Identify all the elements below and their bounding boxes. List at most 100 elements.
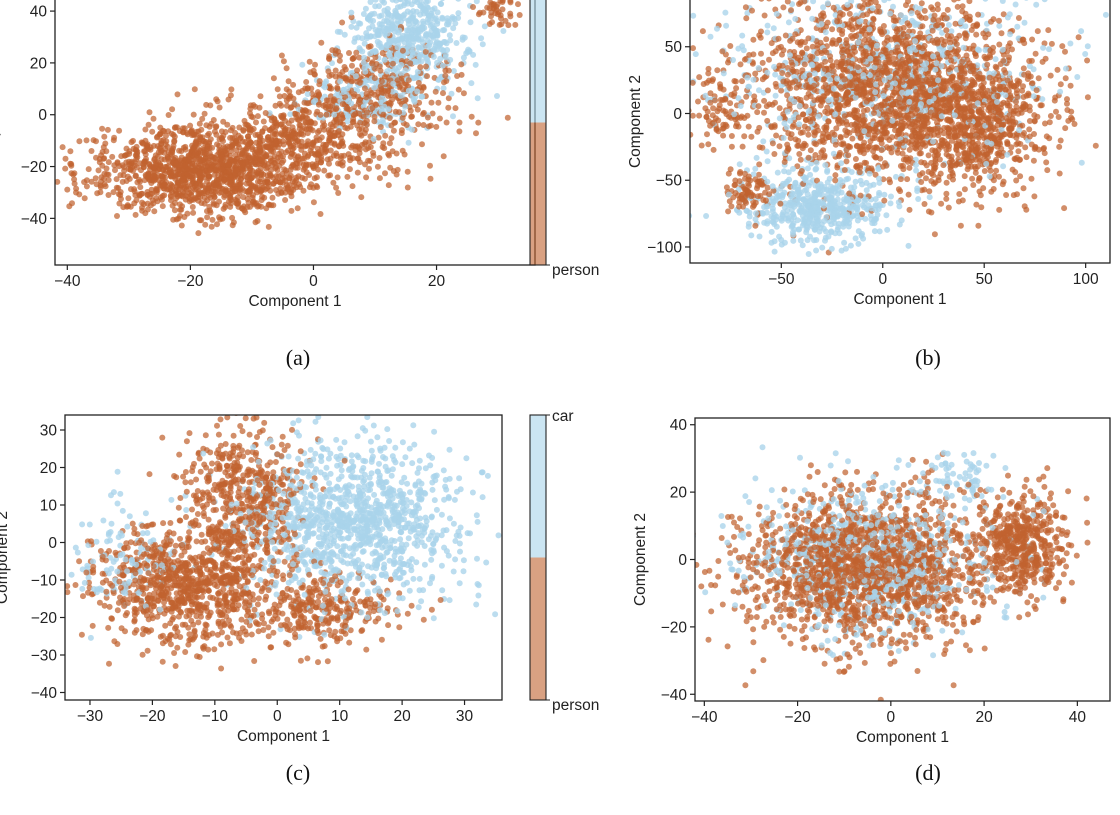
data-point-car xyxy=(434,18,441,25)
data-point-car xyxy=(411,75,418,82)
data-point-person xyxy=(372,65,378,72)
data-point-person xyxy=(283,170,290,177)
data-point-person xyxy=(154,133,161,140)
data-point-person xyxy=(836,26,843,33)
data-point-car xyxy=(945,22,952,28)
data-point-person xyxy=(921,201,928,207)
data-point-person xyxy=(690,107,692,114)
data-point-person xyxy=(773,132,780,139)
data-point-person xyxy=(244,133,251,140)
data-point-person xyxy=(498,21,505,28)
data-point-person xyxy=(755,171,762,178)
data-point-person xyxy=(1062,75,1069,82)
data-point-person xyxy=(101,133,108,140)
data-point-person xyxy=(690,131,694,138)
data-point-person xyxy=(442,72,449,79)
data-point-person xyxy=(934,6,941,13)
data-point-person xyxy=(445,104,452,111)
data-point-person xyxy=(1071,121,1078,127)
data-point-person xyxy=(1064,96,1070,103)
data-point-car xyxy=(409,126,415,133)
data-point-person xyxy=(695,98,701,105)
data-point-car xyxy=(337,78,344,85)
data-point-person xyxy=(83,177,90,184)
data-point-person xyxy=(132,192,139,199)
data-point-car xyxy=(841,239,848,246)
data-point-person xyxy=(399,114,406,121)
data-point-car xyxy=(370,17,377,24)
data-point-person xyxy=(390,60,396,67)
data-point-person xyxy=(973,31,980,38)
data-point-person xyxy=(743,93,750,100)
data-point-person xyxy=(225,161,232,168)
data-point-person xyxy=(374,163,381,170)
data-point-car xyxy=(435,76,442,83)
data-point-car xyxy=(312,97,319,104)
data-point-car xyxy=(372,3,379,10)
data-point-car xyxy=(404,0,411,7)
data-point-person xyxy=(710,146,717,153)
data-point-person xyxy=(375,134,382,141)
data-point-car xyxy=(472,61,479,68)
data-point-person xyxy=(460,90,467,97)
data-point-car xyxy=(828,245,835,252)
data-point-person xyxy=(334,174,341,181)
data-point-person xyxy=(96,156,103,162)
data-point-person xyxy=(192,150,199,157)
data-point-person xyxy=(1000,178,1007,185)
data-point-person xyxy=(188,163,195,170)
data-point-person xyxy=(260,118,267,125)
data-point-person xyxy=(254,113,261,120)
data-point-car xyxy=(805,251,812,257)
data-point-person xyxy=(907,123,914,130)
data-point-car xyxy=(812,166,819,173)
data-point-person xyxy=(333,105,340,112)
data-point-person xyxy=(1048,40,1055,47)
data-point-person xyxy=(259,129,266,136)
data-point-person xyxy=(233,200,240,207)
data-point-car xyxy=(474,95,481,102)
data-point-car xyxy=(468,80,475,87)
data-point-person xyxy=(102,140,109,147)
data-point-person xyxy=(764,184,771,191)
data-point-person xyxy=(201,110,208,117)
data-point-person xyxy=(278,190,285,196)
data-point-person xyxy=(315,101,322,108)
data-point-person xyxy=(157,161,164,168)
data-point-person xyxy=(304,85,311,92)
data-point-person xyxy=(377,124,384,130)
data-point-person xyxy=(750,36,757,43)
data-point-person xyxy=(990,186,997,192)
data-point-car xyxy=(322,84,328,91)
data-point-person xyxy=(132,211,139,218)
data-point-person xyxy=(1092,142,1099,149)
data-point-car xyxy=(996,22,1003,29)
data-point-person xyxy=(193,128,200,135)
data-point-person xyxy=(737,61,744,68)
data-point-person xyxy=(186,156,192,163)
data-point-person xyxy=(145,175,152,182)
data-point-person xyxy=(401,151,408,158)
data-point-person xyxy=(323,141,330,148)
data-point-person xyxy=(969,175,976,182)
data-point-person xyxy=(382,132,389,139)
data-point-person xyxy=(1075,34,1082,41)
data-point-person xyxy=(869,135,876,142)
data-point-car xyxy=(418,24,425,31)
data-point-car xyxy=(1102,11,1109,18)
data-point-person xyxy=(145,121,152,128)
x-tick-label: −40 xyxy=(54,273,81,290)
data-point-person xyxy=(158,196,165,203)
data-point-person xyxy=(1024,76,1031,82)
data-point-car xyxy=(447,56,454,63)
data-point-person xyxy=(181,214,188,220)
data-point-person xyxy=(980,30,987,37)
data-point-person xyxy=(247,105,254,112)
data-point-person xyxy=(728,133,735,139)
data-point-person xyxy=(1059,43,1066,50)
data-point-person xyxy=(752,70,759,77)
data-point-person xyxy=(131,200,138,207)
data-point-person xyxy=(99,162,106,169)
data-point-car xyxy=(744,10,751,17)
data-point-person xyxy=(162,163,169,170)
